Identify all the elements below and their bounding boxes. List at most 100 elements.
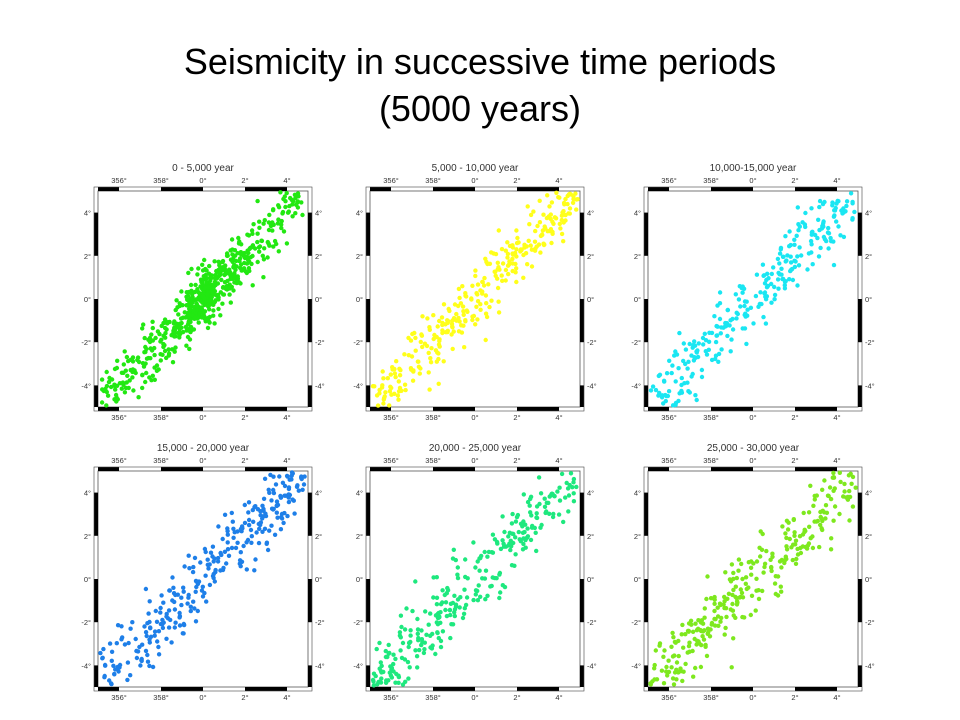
data-point xyxy=(226,268,231,273)
data-point xyxy=(125,660,131,665)
data-point xyxy=(245,537,251,543)
data-point xyxy=(246,510,251,515)
data-point xyxy=(659,668,665,673)
data-point xyxy=(734,575,739,581)
data-point xyxy=(514,279,519,285)
data-point xyxy=(792,242,797,247)
data-point xyxy=(568,471,574,476)
data-point xyxy=(149,378,154,383)
data-point xyxy=(218,550,223,556)
x-tick-label-bottom: 356° xyxy=(661,693,677,702)
map-border-left xyxy=(644,385,648,407)
x-tick-label-bottom: 0° xyxy=(749,413,756,422)
data-point xyxy=(249,261,254,267)
data-point xyxy=(192,555,198,561)
data-point xyxy=(220,259,225,265)
data-point xyxy=(406,335,411,341)
data-point xyxy=(487,304,492,310)
data-point xyxy=(574,484,579,490)
data-point xyxy=(414,654,420,659)
data-point xyxy=(266,227,272,233)
data-point xyxy=(103,386,108,392)
map-border-left xyxy=(94,212,98,256)
data-point xyxy=(225,547,231,552)
data-point xyxy=(260,253,265,258)
map-border-top xyxy=(161,187,203,191)
data-point xyxy=(793,561,799,566)
data-point xyxy=(261,514,266,519)
data-point xyxy=(815,518,820,524)
data-point xyxy=(777,251,783,256)
data-point xyxy=(273,482,279,487)
data-point xyxy=(545,193,550,198)
data-point xyxy=(488,584,493,589)
scatter-panel-4: 15,000 - 20,000 year 356° 356° 358° 358° 0° 0°… xyxy=(78,437,340,707)
data-point xyxy=(374,393,380,398)
y-tick-label-right: 2° xyxy=(865,252,872,261)
chart-title: 15,000 - 20,000 year xyxy=(157,443,250,454)
data-point xyxy=(538,233,544,239)
data-point xyxy=(474,291,479,296)
data-point xyxy=(483,293,489,298)
x-tick-label-top: 4° xyxy=(283,176,290,185)
data-point xyxy=(557,195,562,200)
data-point xyxy=(395,393,401,398)
map-border-top xyxy=(98,467,119,471)
data-point xyxy=(490,532,496,537)
data-point xyxy=(417,647,422,653)
data-point xyxy=(440,629,446,634)
data-point xyxy=(180,329,186,335)
data-point xyxy=(274,510,279,515)
data-point xyxy=(406,644,411,650)
map-border-right xyxy=(308,492,312,536)
data-point xyxy=(450,325,455,330)
data-point xyxy=(538,250,543,255)
data-point xyxy=(231,288,236,293)
data-point xyxy=(194,297,199,302)
data-point xyxy=(534,548,539,554)
data-point xyxy=(112,672,117,677)
data-point xyxy=(190,569,196,575)
map-border-bottom xyxy=(245,687,287,691)
data-point xyxy=(220,536,225,542)
data-point xyxy=(231,526,236,531)
chart-title: 25,000 - 30,000 year xyxy=(707,443,800,454)
scatter-plot-6: 25,000 - 30,000 year 356° 356° 358° 358° 0° 0°… xyxy=(631,443,874,702)
data-point xyxy=(212,579,217,584)
data-point xyxy=(394,359,399,364)
data-point xyxy=(523,537,528,543)
data-point xyxy=(200,584,205,589)
data-point xyxy=(498,546,504,552)
data-point xyxy=(813,232,818,238)
data-point xyxy=(388,664,393,669)
data-point xyxy=(443,600,449,605)
data-point xyxy=(663,398,668,404)
data-point xyxy=(230,247,235,252)
data-point xyxy=(788,254,793,259)
data-point xyxy=(716,359,721,364)
data-point xyxy=(664,371,670,376)
x-tick-label-bottom: 2° xyxy=(513,693,520,702)
scatter-plot-2: 5,000 - 10,000 year 356° 356° 358° 358° 0° 0° 2… xyxy=(353,163,596,422)
data-point xyxy=(126,385,131,391)
x-tick-label-top: 4° xyxy=(555,456,562,465)
data-point xyxy=(760,588,765,594)
data-point xyxy=(391,669,396,674)
y-tick-label-left: 4° xyxy=(84,489,91,498)
data-point xyxy=(772,292,778,298)
data-point xyxy=(227,286,232,291)
data-point xyxy=(674,660,680,665)
data-point xyxy=(205,325,211,331)
data-point xyxy=(445,588,451,593)
data-point xyxy=(713,339,719,345)
data-point xyxy=(387,650,392,656)
data-point xyxy=(567,206,573,211)
data-point xyxy=(707,634,713,639)
data-point xyxy=(705,574,710,579)
y-tick-label-right: 0° xyxy=(587,575,594,584)
map-border-outline xyxy=(365,186,585,412)
data-point xyxy=(700,634,705,639)
data-point xyxy=(528,537,534,543)
data-point xyxy=(389,675,395,680)
data-point xyxy=(287,203,292,209)
